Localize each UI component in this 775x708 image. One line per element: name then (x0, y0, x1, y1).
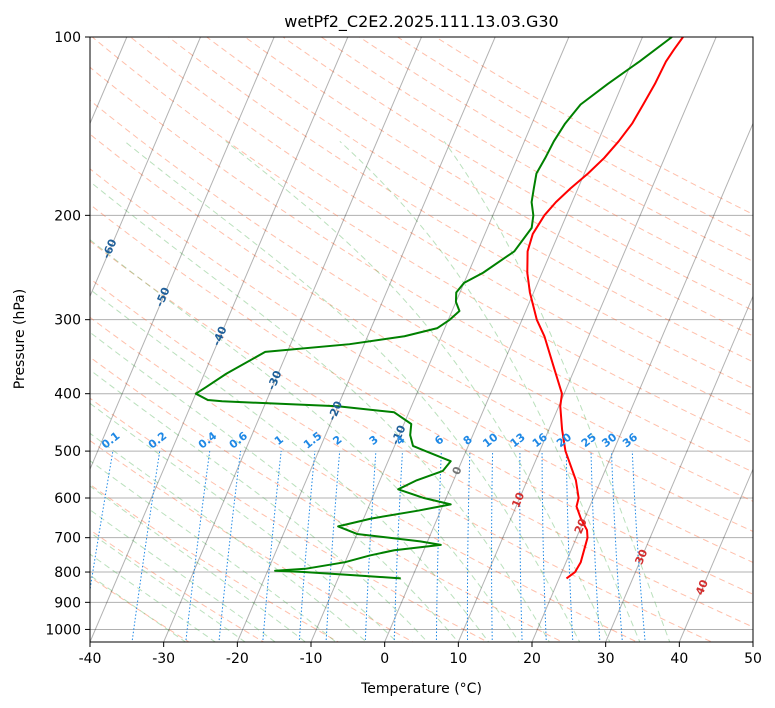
moist-adiabat-line (90, 432, 368, 642)
isotherm-line (605, 295, 753, 642)
isotherm-line (90, 37, 201, 298)
x-tick-label: 20 (523, 651, 541, 667)
y-tick-label: 900 (54, 595, 81, 611)
mixing-ratio-line (466, 451, 471, 642)
isotherm-label: 10 (509, 490, 527, 509)
isotherm-line (163, 37, 422, 642)
mixing-ratio-line (631, 451, 646, 642)
isotherm-line (90, 37, 349, 642)
x-tick-label: 50 (744, 651, 762, 667)
mixing-ratio-line (298, 451, 316, 642)
moist-adiabat-line (90, 485, 307, 642)
moist-adiabat-line (90, 574, 187, 642)
y-tick-label: 700 (54, 531, 81, 547)
moist-adiabat-line (90, 369, 429, 642)
dry-adiabat-line (90, 316, 639, 642)
isotherm-line (678, 467, 753, 642)
mixing-ratio-line (491, 451, 494, 642)
isotherm-line (236, 37, 496, 642)
dry-adiabat-line (90, 203, 753, 595)
mixing-ratio-line (131, 451, 161, 642)
moist-adiabat-line (90, 239, 520, 642)
moist-adiabat-line (90, 181, 551, 642)
mixing-ratio-line (262, 451, 282, 642)
dry-adiabat-line (90, 278, 713, 642)
moist-adiabat-line (443, 141, 671, 642)
y-tick-label: 600 (54, 491, 81, 507)
mixing-ratio-line (519, 451, 523, 642)
dry-adiabat-line (90, 529, 265, 642)
mixing-ratio-line (90, 451, 114, 593)
isotherm-line (384, 37, 643, 642)
moist-adiabat-line (225, 140, 611, 642)
y-tick-label: 300 (54, 313, 81, 329)
dry-adiabat-line (90, 397, 489, 642)
plot-frame (89, 36, 754, 643)
y-tick-label: 200 (54, 208, 81, 224)
dry-adiabat-line (90, 66, 753, 473)
y-tick-label: 100 (54, 30, 81, 46)
chart-title: wetPf2_C2E2.2025.111.13.03.G30 (284, 12, 558, 32)
dry-adiabat-line (167, 37, 753, 389)
mixing-ratio-line (610, 451, 623, 642)
dry-adiabat-line (90, 133, 753, 533)
dry-adiabat-line (90, 440, 415, 642)
dry-adiabat-line (396, 37, 753, 239)
y-axis-label: Pressure (hPa) (12, 289, 28, 389)
y-tick-label: 400 (54, 387, 81, 403)
moist-adiabat-line (90, 460, 337, 642)
isotherm-line (90, 37, 275, 471)
dry-adiabat-line (90, 99, 753, 502)
x-tick-label: -40 (79, 651, 102, 667)
mixing-ratio-line (364, 451, 377, 642)
mixing-ratio-line (393, 451, 403, 642)
dry-adiabat-line (129, 37, 753, 417)
dry-adiabat-line (205, 37, 753, 363)
mixing-ratio-line (590, 451, 601, 642)
x-tick-label: 0 (380, 651, 389, 667)
dry-adiabat-line (358, 37, 753, 262)
mixing-ratio-line (325, 451, 341, 642)
mixing-ratio-line (541, 451, 547, 642)
axes: -40 -30 -20 -10 0 10 20 30 40 50 100 200 300 400 500 60… (45, 30, 762, 667)
dry-adiabat-line (90, 356, 564, 642)
x-tick-label: -30 (152, 651, 175, 667)
moist-adiabat-line (124, 140, 581, 642)
moist-adiabat-line (339, 140, 641, 642)
mixing-ratio-line (565, 451, 574, 642)
temperature-profile-line (526, 37, 684, 580)
mixing-ratio-line (218, 451, 242, 642)
y-tick-label: 800 (54, 565, 81, 581)
moist-adiabat-line (90, 331, 459, 642)
isotherm-label: 30 (632, 547, 650, 566)
dewpoint-profile-line (194, 37, 673, 580)
isotherm-line (457, 37, 717, 642)
y-tick-label: 1000 (45, 622, 81, 638)
x-tick-label: -20 (226, 651, 249, 667)
y-tick-label: 500 (54, 444, 81, 460)
x-tick-label: -10 (300, 651, 323, 667)
x-axis-label: Temperature (°C) (360, 681, 482, 697)
x-tick-label: 40 (670, 651, 688, 667)
mixing-ratio-line (435, 451, 442, 642)
mixing-ratio-line (185, 451, 211, 642)
dry-adiabat-line (91, 37, 753, 445)
isotherm-line (310, 37, 570, 642)
isotherm-line (531, 122, 753, 642)
dry-adiabat-line (90, 168, 753, 563)
profile-lines (194, 37, 684, 580)
isotherm-label: 20 (572, 516, 590, 535)
isotherm-label: 40 (693, 578, 711, 597)
x-tick-label: 30 (597, 651, 615, 667)
x-tick-label: 10 (449, 651, 467, 667)
background-lines (90, 37, 753, 642)
